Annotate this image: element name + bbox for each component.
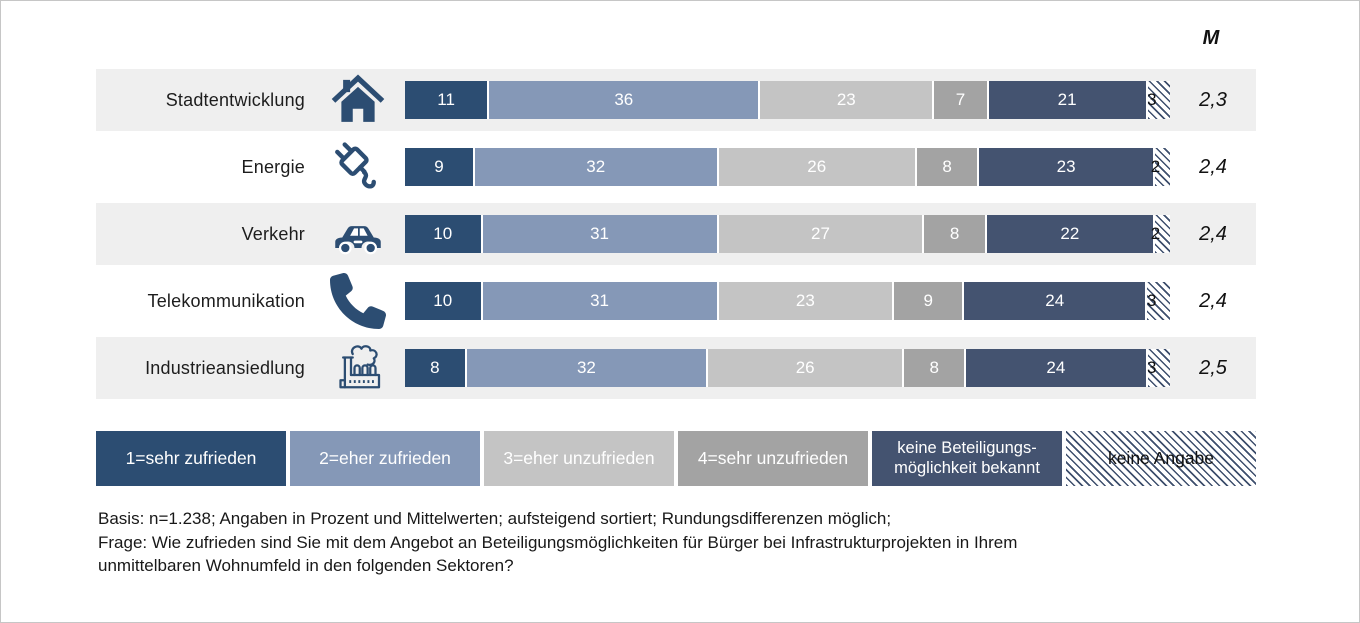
category-label: Industrieansiedlung (145, 357, 305, 378)
category-label: Telekommunikation (147, 290, 305, 311)
car-icon (311, 206, 405, 262)
bar-segment: 32 (474, 148, 719, 186)
segment-value: 9 (923, 291, 933, 310)
segment-value: 23 (836, 90, 856, 109)
segment-value: 8 (942, 157, 952, 176)
chart-row-stadtentwicklung: Stadtentwicklung 11 36 23 7 21 3 2,3 (96, 69, 1256, 131)
bar-segment: 26 (708, 349, 905, 387)
category-label: Stadtentwicklung (165, 89, 305, 110)
segment-value: 8 (949, 224, 960, 243)
footnote-frage-line-2: unmittelbaren Wohnumfeld in den folgende… (98, 556, 514, 575)
legend: 1=sehr zufrieden 2=eher zufrieden 3=eher… (96, 431, 1256, 486)
chart-row-telekommunikation: Telekommunikation 10 31 23 9 24 3 2,4 (96, 270, 1256, 332)
segment-value: 8 (430, 358, 440, 377)
bar-segment: 7 (934, 81, 989, 119)
bar-segment: 24 (964, 282, 1148, 320)
segment-value: 32 (586, 157, 606, 176)
mean-value: 2,5 (1199, 356, 1227, 379)
mean-column-header: M (1202, 27, 1220, 49)
segment-value: 24 (1046, 358, 1066, 377)
stacked-bar: 10 31 23 9 24 3 (405, 282, 1171, 320)
bar-segment: 23 (979, 148, 1155, 186)
stacked-bar: 11 36 23 7 21 3 (405, 81, 1171, 119)
bar-segment-hatched: 2 (1151, 148, 1170, 186)
bar-segment: 8 (916, 148, 980, 186)
chart-rows: Stadtentwicklung 11 36 23 7 21 3 2,3 Ene… (96, 69, 1256, 399)
bar-segment: 8 (924, 215, 987, 253)
phone-icon (311, 273, 405, 329)
category-label: Verkehr (241, 223, 305, 244)
footnote-basis-line: Basis: n=1.238; Angaben in Prozent und M… (98, 509, 892, 528)
segment-value: 3 (1147, 358, 1157, 377)
segment-value: 23 (795, 291, 815, 310)
bar-segment-hatched: 3 (1147, 349, 1170, 387)
mean-value: 2,3 (1199, 88, 1227, 111)
chart-row-energie: Energie 9 32 26 8 23 2 (96, 136, 1256, 198)
bar-segment: 36 (489, 81, 761, 119)
legend-item-keine-beteiligungsmoeglichkeit: keine Beteiligungs- möglichkeit bekannt (872, 431, 1062, 486)
legend-item-eher-unzufrieden: 3=eher unzufrieden (484, 431, 674, 486)
bar-segment: 24 (966, 349, 1148, 387)
bar-segment: 9 (894, 282, 965, 320)
legend-item-eher-zufrieden: 2=eher zufrieden (290, 431, 480, 486)
segment-value: 8 (929, 358, 939, 377)
bar-segment: 23 (718, 282, 895, 320)
segment-value: 3 (1146, 291, 1157, 310)
segment-value: 21 (1057, 90, 1077, 109)
bar-segment: 31 (482, 215, 719, 253)
mean-value: 2,4 (1199, 289, 1227, 312)
bar-segment-hatched: 3 (1147, 81, 1171, 119)
legend-item-sehr-unzufrieden: 4=sehr unzufrieden (678, 431, 868, 486)
segment-value: 2 (1150, 224, 1161, 243)
bar-segment: 8 (904, 349, 967, 387)
segment-value: 9 (434, 157, 444, 176)
stacked-bar: 9 32 26 8 23 2 (405, 148, 1170, 186)
segment-value: 11 (437, 90, 455, 109)
legend-item-keine-angabe: keine Angabe (1066, 431, 1256, 486)
segment-value: 10 (433, 224, 453, 243)
segment-value: 26 (795, 358, 815, 377)
category-label: Energie (241, 156, 305, 177)
bar-segment: 23 (760, 81, 935, 119)
segment-value: 7 (955, 90, 966, 109)
bar-segment: 10 (405, 215, 483, 253)
bar-segment: 10 (405, 282, 483, 320)
segment-value: 10 (433, 291, 453, 310)
segment-value: 32 (576, 358, 596, 377)
bar-segment: 21 (988, 81, 1148, 119)
bar-segment: 32 (466, 349, 708, 387)
segment-value: 24 (1045, 291, 1065, 310)
bar-segment: 27 (718, 215, 925, 253)
bar-segment: 9 (405, 148, 475, 186)
segment-value: 22 (1060, 224, 1080, 243)
segment-value: 36 (614, 90, 634, 109)
bar-segment: 11 (405, 81, 490, 119)
bar-segment: 22 (986, 215, 1155, 253)
bar-segment: 8 (405, 349, 467, 387)
segment-value: 31 (590, 291, 609, 310)
chart-row-industrieansiedlung: Industrieansiedlung 8 32 26 8 (96, 337, 1256, 399)
mean-value: 2,4 (1199, 222, 1227, 245)
bar-segment: 31 (482, 282, 719, 320)
chart-row-verkehr: Verkehr 10 31 27 8 22 2 2,4 (96, 203, 1256, 265)
segment-value: 2 (1150, 157, 1161, 176)
stacked-bar: 8 32 26 8 24 3 (405, 349, 1170, 387)
segment-value: 26 (807, 157, 827, 176)
segment-value: 23 (1056, 157, 1076, 176)
factory-icon (311, 340, 405, 396)
segment-value: 31 (590, 224, 609, 243)
segment-value: 3 (1147, 90, 1157, 109)
bar-segment-hatched: 2 (1151, 215, 1170, 253)
footnote: Basis: n=1.238; Angaben in Prozent und M… (98, 507, 1017, 578)
mean-value: 2,4 (1199, 155, 1227, 178)
legend-item-sehr-zufrieden: 1=sehr zufrieden (96, 431, 286, 486)
footnote-frage-line-1: Frage: Wie zufrieden sind Sie mit dem An… (98, 532, 1018, 552)
bar-segment-hatched: 3 (1146, 282, 1171, 320)
segment-value: 27 (811, 224, 830, 243)
plug-icon (311, 139, 405, 195)
house-icon (311, 72, 405, 128)
bar-segment: 26 (718, 148, 917, 186)
stacked-bar: 10 31 27 8 22 2 (405, 215, 1170, 253)
